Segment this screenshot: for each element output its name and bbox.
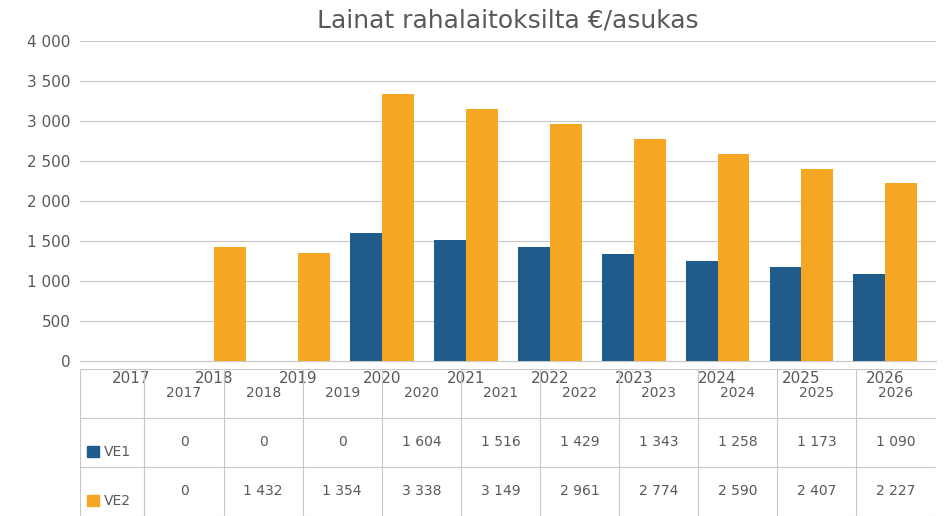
Bar [885, 183, 916, 361]
Bar [633, 139, 665, 361]
Text: 2 590: 2 590 [717, 485, 757, 498]
Text: 0: 0 [259, 436, 267, 449]
Text: 1 604: 1 604 [401, 436, 441, 449]
Bar [549, 124, 582, 361]
Text: 2021: 2021 [482, 386, 517, 400]
Bar [852, 274, 885, 361]
Text: 0: 0 [179, 436, 188, 449]
Bar [716, 154, 749, 361]
Text: 1 258: 1 258 [717, 436, 757, 449]
Text: 2026: 2026 [878, 386, 913, 400]
Text: 0: 0 [179, 485, 188, 498]
Bar [768, 267, 801, 361]
Text: 2 407: 2 407 [797, 485, 835, 498]
Text: 2 227: 2 227 [875, 485, 915, 498]
Title: Lainat rahalaitoksilta €/asukas: Lainat rahalaitoksilta €/asukas [317, 8, 698, 33]
Text: 2018: 2018 [245, 386, 280, 400]
Bar [517, 247, 549, 361]
Bar [298, 253, 329, 361]
Text: 2025: 2025 [799, 386, 834, 400]
Bar [350, 233, 381, 361]
Text: 2017: 2017 [166, 386, 201, 400]
Text: 1 343: 1 343 [638, 436, 678, 449]
Text: 3 149: 3 149 [480, 485, 520, 498]
Bar [381, 94, 413, 361]
Text: 2 774: 2 774 [638, 485, 678, 498]
Text: 2 961: 2 961 [559, 485, 598, 498]
Text: VE2: VE2 [104, 493, 131, 508]
Text: 2022: 2022 [562, 386, 597, 400]
Text: 2019: 2019 [325, 386, 360, 400]
Text: 1 432: 1 432 [244, 485, 282, 498]
Text: 3 338: 3 338 [401, 485, 441, 498]
Bar [214, 247, 246, 361]
Text: 1 173: 1 173 [796, 436, 835, 449]
Bar [433, 240, 465, 361]
Text: 2020: 2020 [403, 386, 438, 400]
Bar [601, 254, 633, 361]
Text: 1 516: 1 516 [480, 436, 520, 449]
Text: VE1: VE1 [104, 444, 131, 459]
Text: 0: 0 [338, 436, 346, 449]
Bar [465, 109, 497, 361]
Text: 1 354: 1 354 [322, 485, 362, 498]
Bar [801, 169, 833, 361]
Bar [685, 261, 716, 361]
Text: 1 429: 1 429 [559, 436, 598, 449]
Text: 2023: 2023 [640, 386, 676, 400]
Text: 1 090: 1 090 [875, 436, 915, 449]
Text: 2024: 2024 [719, 386, 754, 400]
